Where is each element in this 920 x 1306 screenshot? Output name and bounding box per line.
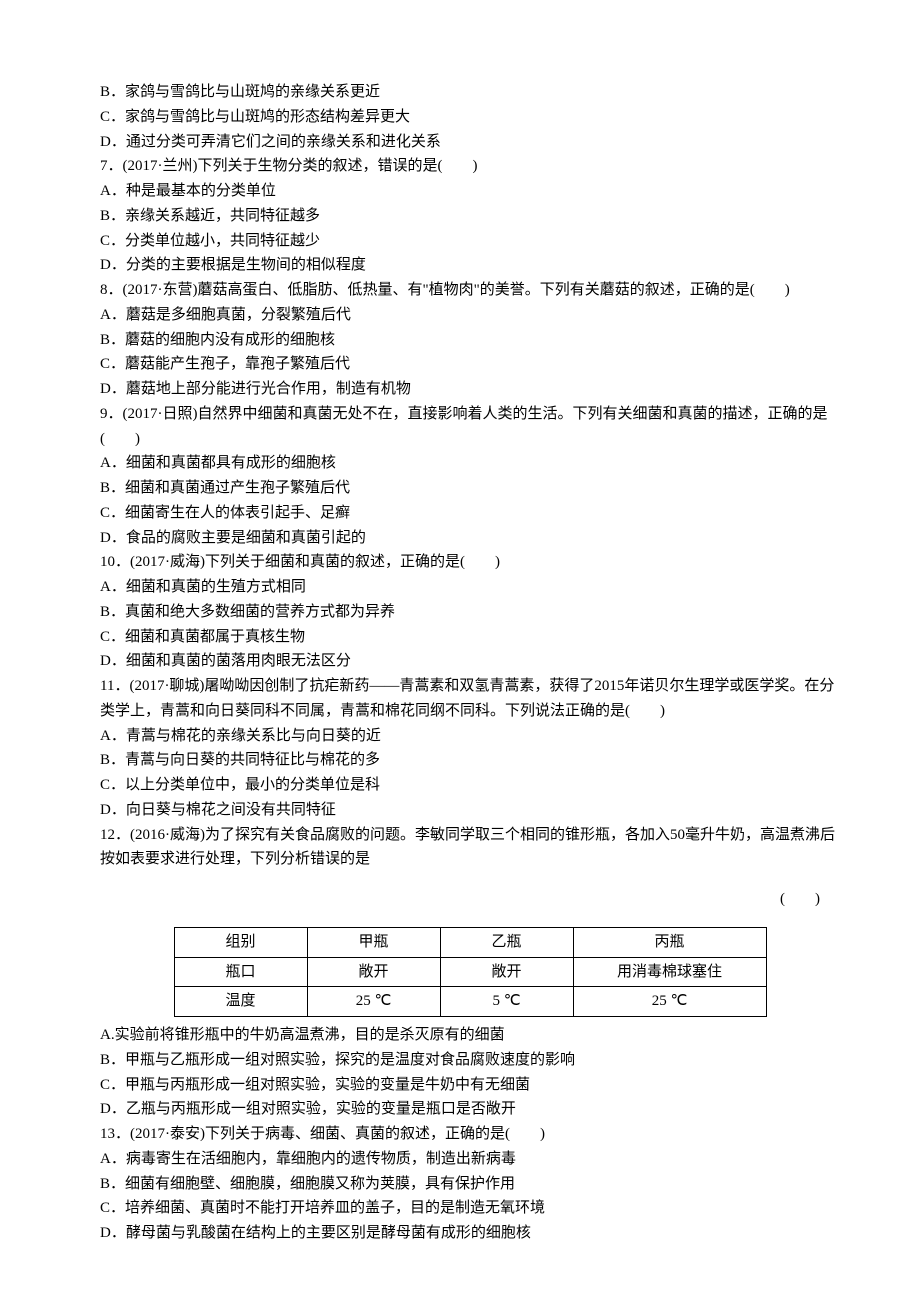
- q7-option-b: B．亲缘关系越近，共同特征越多: [100, 204, 840, 229]
- q9-option-a: A．细菌和真菌都具有成形的细胞核: [100, 451, 840, 476]
- q9-option-b: B．细菌和真菌通过产生孢子繁殖后代: [100, 476, 840, 501]
- q8-stem: 8．(2017·东营)蘑菇高蛋白、低脂肪、低热量、有"植物肉"的美誉。下列有关蘑…: [100, 278, 840, 303]
- q12-option-c: C．甲瓶与丙瓶形成一组对照实验，实验的变量是牛奶中有无细菌: [100, 1073, 840, 1098]
- document-page: B．家鸽与雪鸽比与山斑鸠的亲缘关系更近 C．家鸽与雪鸽比与山斑鸠的形态结构差异更…: [0, 0, 920, 1306]
- q9-option-c: C．细菌寄生在人的体表引起手、足癣: [100, 501, 840, 526]
- q13-option-a: A．病毒寄生在活细胞内，靠细胞内的遗传物质，制造出新病毒: [100, 1147, 840, 1172]
- leading-option-c: C．家鸽与雪鸽比与山斑鸠的形态结构差异更大: [100, 105, 840, 130]
- table-cell: 用消毒棉球塞住: [573, 957, 766, 987]
- q10-option-a: A．细菌和真菌的生殖方式相同: [100, 575, 840, 600]
- table-cell: 5 ℃: [440, 987, 573, 1017]
- q10-option-b: B．真菌和绝大多数细菌的营养方式都为异养: [100, 600, 840, 625]
- q10-stem: 10．(2017·威海)下列关于细菌和真菌的叙述，正确的是( ): [100, 550, 840, 575]
- q7-option-c: C．分类单位越小，共同特征越少: [100, 229, 840, 254]
- q10-option-c: C．细菌和真菌都属于真核生物: [100, 625, 840, 650]
- q8-option-d: D．蘑菇地上部分能进行光合作用，制造有机物: [100, 377, 840, 402]
- q12-stem: 12．(2016·威海)为了探究有关食品腐败的问题。李敏同学取三个相同的锥形瓶，…: [100, 823, 840, 873]
- q11-option-a: A．青蒿与棉花的亲缘关系比与向日葵的近: [100, 724, 840, 749]
- q12-paren: ( ): [100, 887, 840, 912]
- table-cell: 温度: [174, 987, 307, 1017]
- q13-option-c: C．培养细菌、真菌时不能打开培养皿的盖子，目的是制造无氧环境: [100, 1196, 840, 1221]
- q10-option-d: D．细菌和真菌的菌落用肉眼无法区分: [100, 649, 840, 674]
- q9-stem: 9．(2017·日照)自然界中细菌和真菌无处不在，直接影响着人类的生活。下列有关…: [100, 402, 840, 452]
- table-cell: 瓶口: [174, 957, 307, 987]
- q7-stem: 7．(2017·兰州)下列关于生物分类的叙述，错误的是( ): [100, 154, 840, 179]
- q9-option-d: D．食品的腐败主要是细菌和真菌引起的: [100, 526, 840, 551]
- q12-table: 组别 甲瓶 乙瓶 丙瓶 瓶口 敞开 敞开 用消毒棉球塞住 温度 25 ℃ 5 ℃…: [174, 927, 767, 1017]
- table-header-cell: 乙瓶: [440, 927, 573, 957]
- q11-stem: 11．(2017·聊城)屠呦呦因创制了抗疟新药——青蒿素和双氢青蒿素，获得了20…: [100, 674, 840, 724]
- table-header-cell: 丙瓶: [573, 927, 766, 957]
- q11-option-c: C．以上分类单位中，最小的分类单位是科: [100, 773, 840, 798]
- leading-option-b: B．家鸽与雪鸽比与山斑鸠的亲缘关系更近: [100, 80, 840, 105]
- q7-option-a: A．种是最基本的分类单位: [100, 179, 840, 204]
- q13-stem: 13．(2017·泰安)下列关于病毒、细菌、真菌的叙述，正确的是( ): [100, 1122, 840, 1147]
- q12-option-d: D．乙瓶与丙瓶形成一组对照实验，实验的变量是瓶口是否敞开: [100, 1097, 840, 1122]
- q12-option-b: B．甲瓶与乙瓶形成一组对照实验，探究的是温度对食品腐败速度的影响: [100, 1048, 840, 1073]
- leading-option-d: D．通过分类可弄清它们之间的亲缘关系和进化关系: [100, 130, 840, 155]
- table-row: 瓶口 敞开 敞开 用消毒棉球塞住: [174, 957, 766, 987]
- table-cell: 25 ℃: [573, 987, 766, 1017]
- q8-option-c: C．蘑菇能产生孢子，靠孢子繁殖后代: [100, 352, 840, 377]
- q8-option-b: B．蘑菇的细胞内没有成形的细胞核: [100, 328, 840, 353]
- q13-option-b: B．细菌有细胞壁、细胞膜，细胞膜又称为荚膜，具有保护作用: [100, 1172, 840, 1197]
- q11-option-b: B．青蒿与向日葵的共同特征比与棉花的多: [100, 748, 840, 773]
- table-header-cell: 甲瓶: [307, 927, 440, 957]
- q12-option-a: A.实验前将锥形瓶中的牛奶高温煮沸，目的是杀灭原有的细菌: [100, 1023, 840, 1048]
- table-row: 组别 甲瓶 乙瓶 丙瓶: [174, 927, 766, 957]
- q13-option-d: D．酵母菌与乳酸菌在结构上的主要区别是酵母菌有成形的细胞核: [100, 1221, 840, 1246]
- table-header-cell: 组别: [174, 927, 307, 957]
- table-cell: 25 ℃: [307, 987, 440, 1017]
- table-cell: 敞开: [307, 957, 440, 987]
- table-cell: 敞开: [440, 957, 573, 987]
- table-row: 温度 25 ℃ 5 ℃ 25 ℃: [174, 987, 766, 1017]
- q7-option-d: D．分类的主要根据是生物间的相似程度: [100, 253, 840, 278]
- q8-option-a: A．蘑菇是多细胞真菌，分裂繁殖后代: [100, 303, 840, 328]
- q11-option-d: D．向日葵与棉花之间没有共同特征: [100, 798, 840, 823]
